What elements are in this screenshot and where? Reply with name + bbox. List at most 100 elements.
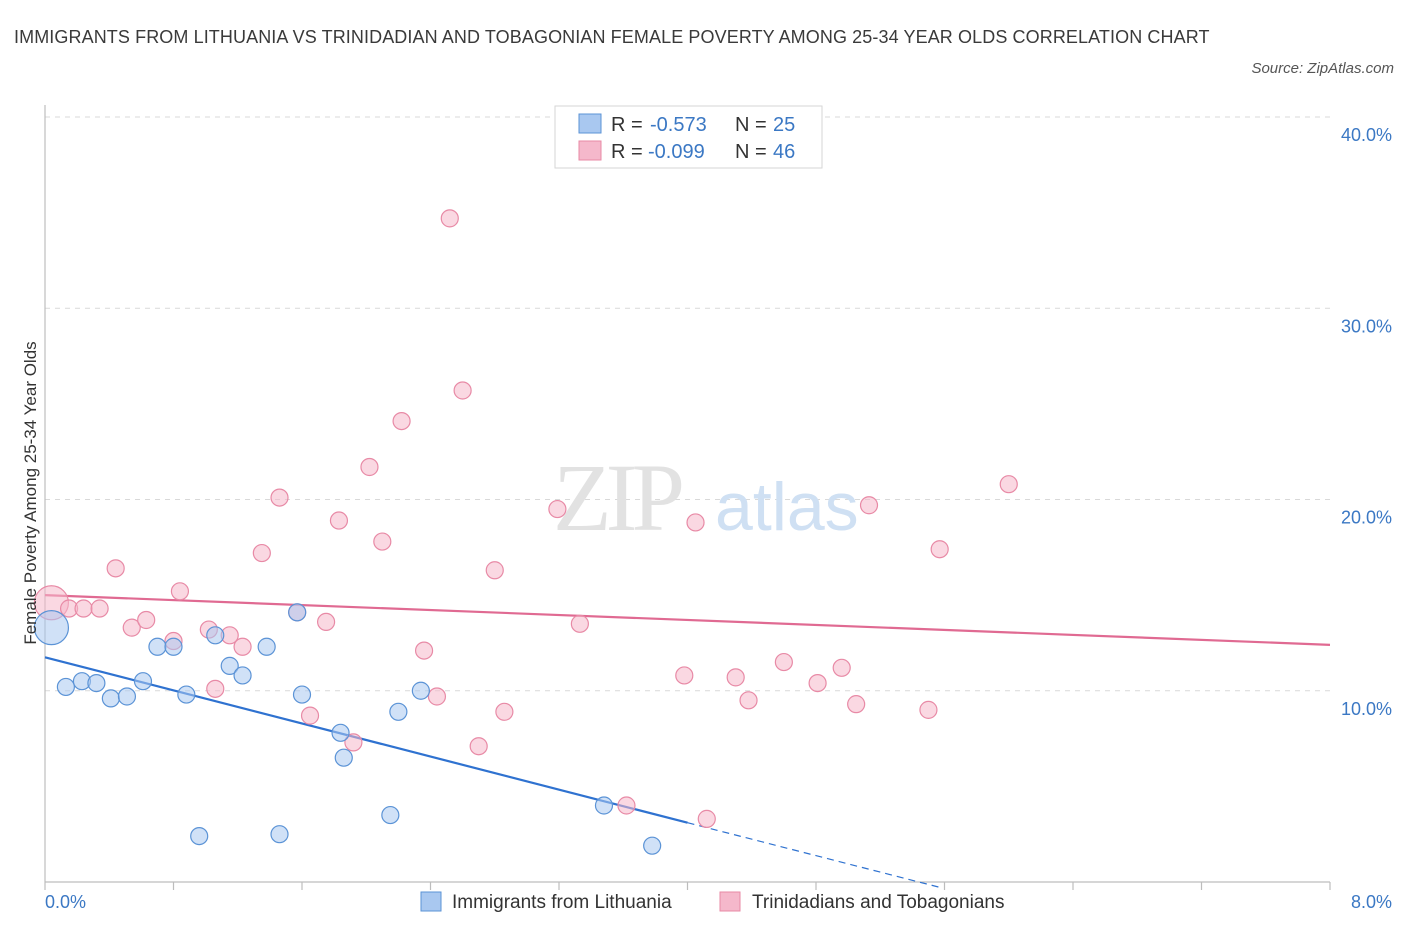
legend-r-label-1: R = — [611, 114, 643, 136]
trend-line-lithuania-extension — [687, 822, 942, 889]
x-tick-marks — [44, 882, 1331, 890]
watermark-atlas: atlas — [715, 469, 859, 545]
trinidadians-point-25 — [440, 209, 459, 228]
trend-lines — [44, 594, 1331, 889]
lithuania-point-1 — [56, 677, 75, 697]
trinidadians-point-14 — [270, 488, 289, 507]
trinidadians-point-39 — [808, 673, 827, 693]
y-tick-label-3: 40.0% — [1341, 125, 1392, 145]
trinidadians-point-38 — [774, 652, 793, 672]
trinidadians-point-41 — [847, 695, 866, 714]
trinidadians-point-22 — [392, 411, 411, 431]
trinidadians-point-28 — [485, 561, 504, 580]
series-trinidadians-points — [33, 209, 1018, 828]
lithuania-point-15 — [270, 825, 289, 844]
trinidadians-point-5 — [122, 618, 141, 637]
trend-line-trinidadians — [44, 594, 1331, 646]
y-axis-title: Female Poverty Among 25-34 Year Olds — [21, 341, 40, 644]
trinidadians-point-10 — [206, 679, 225, 698]
lithuania-point-23 — [594, 796, 614, 815]
y-tick-labels: 10.0% 20.0% 30.0% 40.0% — [1341, 125, 1392, 719]
trinidadians-point-20 — [360, 457, 379, 477]
lithuania-point-18 — [331, 723, 350, 742]
lithuania-point-0 — [33, 610, 70, 646]
lithuania-point-4 — [101, 689, 120, 708]
trinidadians-point-31 — [570, 614, 589, 633]
lithuania-point-11 — [206, 626, 225, 645]
lithuania-point-8 — [164, 637, 183, 656]
trinidadians-point-16 — [300, 706, 320, 725]
bottom-legend-swatch-lithuania — [420, 891, 442, 912]
stats-legend: R = -0.573 N = 25 R = -0.099 N = 46 — [554, 105, 823, 169]
lithuania-point-21 — [389, 702, 408, 721]
legend-n-label-2: N = — [735, 141, 767, 163]
trinidadians-point-27 — [469, 737, 488, 756]
lithuania-point-20 — [381, 805, 400, 825]
lithuania-point-22 — [411, 681, 430, 700]
trend-line-lithuania — [44, 656, 688, 824]
legend-r-label-2: R = — [611, 141, 643, 163]
trinidadians-point-24 — [427, 687, 447, 706]
source-note: Source: ZipAtlas.com — [1251, 60, 1394, 77]
lithuania-point-10 — [190, 826, 209, 846]
lithuania-point-7 — [148, 637, 167, 656]
watermark-zip: ZIP — [553, 444, 682, 551]
trinidadians-point-21 — [373, 532, 392, 551]
lithuania-point-9 — [177, 685, 196, 704]
trinidadians-point-3 — [90, 599, 109, 618]
trinidadians-point-29 — [495, 702, 514, 721]
legend-n-value-1: 25 — [773, 114, 795, 136]
lithuania-point-3 — [87, 673, 106, 693]
legend-swatch-lithuania — [578, 113, 602, 134]
trinidadians-point-18 — [329, 511, 349, 530]
bottom-legend-label-lithuania: Immigrants from Lithuania — [452, 892, 672, 913]
x-tick-labels: 0.0% 8.0% — [45, 892, 1392, 912]
trinidadians-point-8 — [170, 582, 190, 601]
trinidadians-point-37 — [739, 691, 758, 710]
watermark: ZIP atlas — [553, 444, 859, 551]
y-tick-label-0: 10.0% — [1341, 699, 1392, 719]
trinidadians-point-4 — [106, 559, 125, 578]
x-tick-label-0: 0.0% — [45, 892, 86, 912]
trinidadians-point-42 — [859, 496, 879, 515]
bottom-legend-label-trinidadians: Trinidadians and Tobagonians — [752, 892, 1004, 913]
legend-swatch-trinidadians — [578, 140, 602, 161]
lithuania-point-24 — [643, 836, 662, 855]
trinidadians-point-17 — [316, 612, 336, 632]
lithuania-point-12 — [220, 656, 239, 675]
axes — [44, 105, 1330, 883]
trinidadians-point-34 — [686, 513, 705, 532]
trinidadians-point-43 — [919, 700, 938, 719]
trinidadians-point-35 — [697, 809, 716, 828]
trinidadians-point-23 — [414, 641, 434, 660]
trinidadians-point-13 — [252, 543, 271, 563]
trinidadians-point-33 — [675, 666, 694, 685]
lithuania-point-5 — [117, 687, 137, 706]
legend-r-value-1: -0.573 — [650, 114, 707, 136]
lithuania-point-19 — [334, 748, 353, 767]
trinidadians-point-44 — [930, 540, 949, 559]
trinidadians-point-6 — [137, 610, 156, 630]
lithuania-point-16 — [288, 603, 307, 622]
series-legend: Immigrants from Lithuania Trinidadians a… — [420, 891, 1004, 913]
x-tick-label-1: 8.0% — [1351, 892, 1392, 912]
lithuania-point-14 — [257, 637, 276, 656]
y-tick-label-1: 20.0% — [1341, 508, 1392, 528]
legend-n-value-2: 46 — [773, 141, 795, 163]
trinidadians-point-45 — [999, 475, 1018, 494]
gridlines — [45, 116, 1330, 692]
chart-title: IMMIGRANTS FROM LITHUANIA VS TRINIDADIAN… — [14, 27, 1210, 47]
trinidadians-point-32 — [617, 796, 636, 815]
trinidadians-point-26 — [453, 381, 472, 400]
legend-n-label-1: N = — [735, 114, 767, 136]
trinidadians-point-19 — [344, 733, 363, 752]
lithuania-point-13 — [233, 666, 252, 685]
lithuania-point-6 — [133, 672, 153, 691]
y-tick-label-2: 30.0% — [1341, 316, 1392, 336]
legend-r-value-2: -0.099 — [648, 141, 705, 163]
series-lithuania-points — [33, 603, 662, 855]
trinidadians-point-40 — [832, 658, 851, 677]
lithuania-point-17 — [292, 685, 312, 704]
trinidadians-point-12 — [233, 637, 252, 656]
